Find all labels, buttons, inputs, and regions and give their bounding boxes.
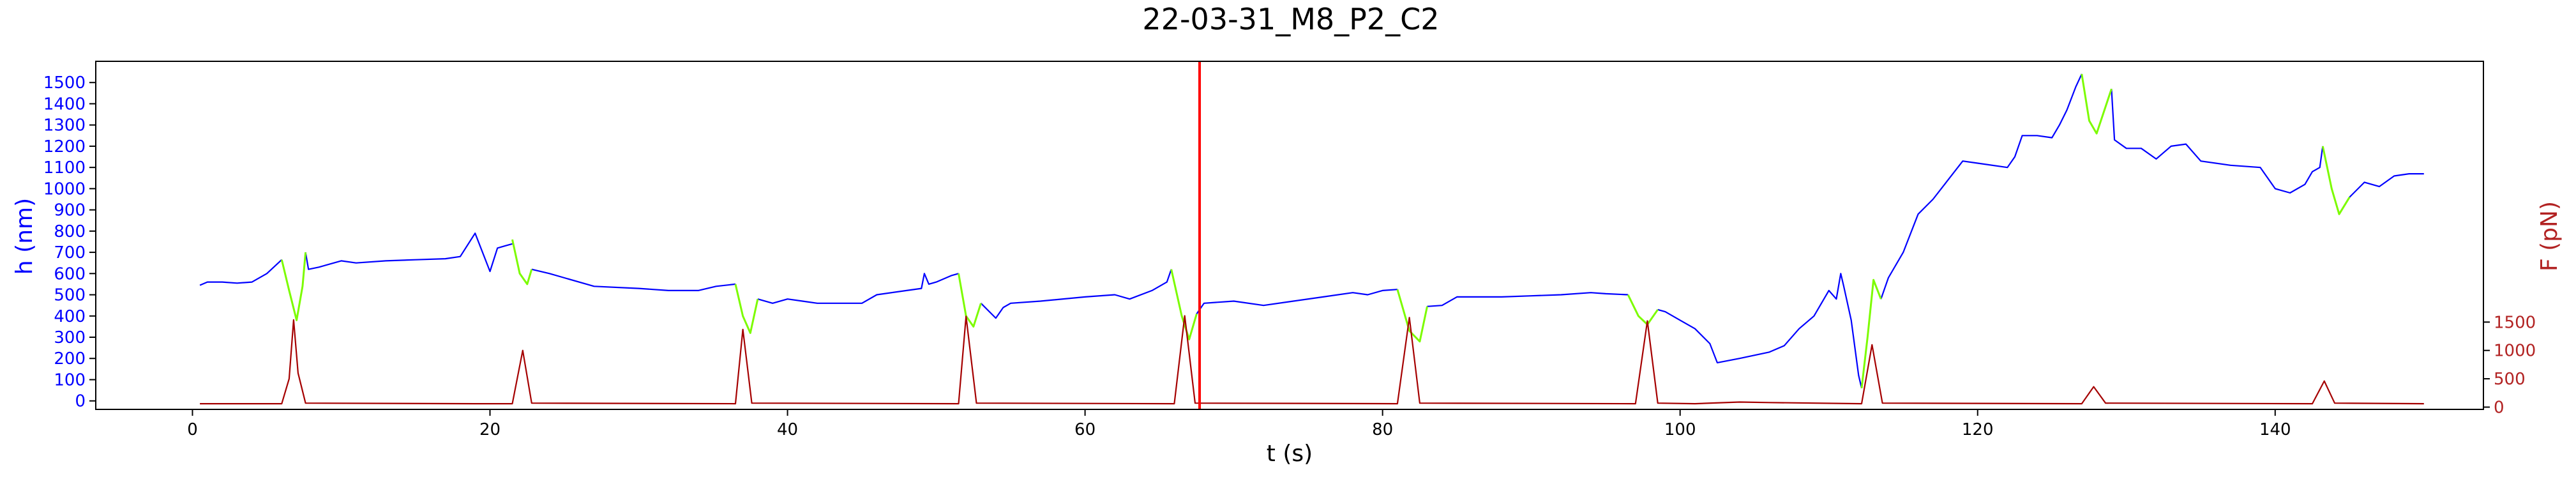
- series-h_baseline-line-5: [1196, 289, 1397, 315]
- series-h_baseline-line-4: [980, 269, 1172, 319]
- series-h_indent-line-2: [734, 284, 759, 334]
- x-tick-label-0: 0: [187, 420, 198, 439]
- y2-tick-label-500: 500: [2494, 370, 2526, 389]
- series-h_baseline-line-1: [305, 232, 513, 273]
- series-h_baseline-line-10: [2349, 173, 2424, 198]
- series-h_baseline-line-6: [1427, 292, 1629, 307]
- x-tick-label-100: 100: [1664, 420, 1696, 439]
- x-tick-label-40: 40: [777, 420, 798, 439]
- x-axis: 0 20 40 60 80 100 120 140: [187, 409, 2291, 439]
- series-h_indent-line-0: [280, 252, 307, 321]
- y-tick-label-0: 0: [75, 392, 86, 411]
- series-h_baseline-line-7: [1657, 273, 1863, 389]
- y2-tick-label-0: 0: [2494, 398, 2504, 417]
- series-h_indent-line-7: [1860, 278, 1882, 388]
- y-tick-label-1000: 1000: [43, 179, 86, 199]
- x-tick-label-20: 20: [479, 420, 501, 439]
- x-tick-label-140: 140: [2259, 420, 2291, 439]
- series-h_indent-line-6: [1627, 294, 1659, 326]
- y2-tick-label-1500: 1500: [2494, 313, 2536, 332]
- y-tick-label-1200: 1200: [43, 137, 86, 156]
- series-h_baseline-line-8: [1880, 73, 2083, 300]
- plot-area: [199, 61, 2424, 409]
- y-tick-label-700: 700: [54, 243, 86, 262]
- series-h_indent-line-5: [1396, 289, 1428, 343]
- y-tick-label-500: 500: [54, 286, 86, 305]
- x-axis-label: t (s): [1267, 441, 1313, 467]
- y2-axis-label: F (pN): [2536, 201, 2563, 271]
- series-h_indent-line-9: [2321, 146, 2351, 215]
- y-tick-label-200: 200: [54, 349, 86, 369]
- y-axis-label: h (nm): [11, 198, 38, 275]
- y-tick-label-1400: 1400: [43, 95, 86, 114]
- series-h_baseline-line-9: [2111, 89, 2324, 194]
- y-tick-label-1100: 1100: [43, 158, 86, 178]
- y-tick-label-800: 800: [54, 222, 86, 241]
- y-tick-label-300: 300: [54, 328, 86, 347]
- series-h_baseline-line-0: [199, 259, 283, 286]
- y2-tick-label-1000: 1000: [2494, 342, 2536, 361]
- y-tick-label-900: 900: [54, 201, 86, 220]
- y-tick-label-600: 600: [54, 264, 86, 284]
- series-h_indent-line-4: [1170, 269, 1198, 340]
- x-tick-label-60: 60: [1074, 420, 1096, 439]
- series-force-line-0: [200, 315, 2424, 405]
- y-tick-label-1300: 1300: [43, 116, 86, 135]
- series-h_baseline-line-3: [757, 273, 959, 304]
- y-axis-right: 0 500 1000 1500: [2483, 313, 2536, 417]
- series-h_baseline-line-2: [531, 268, 736, 291]
- y-tick-label-1500: 1500: [43, 73, 86, 93]
- x-tick-label-120: 120: [1962, 420, 1994, 439]
- y-tick-label-400: 400: [54, 307, 86, 326]
- series-h_indent-line-3: [958, 273, 982, 328]
- chart-title: 22-03-31_M8_P2_C2: [1142, 2, 1439, 36]
- plot-frame: [95, 61, 2484, 410]
- x-tick-label-80: 80: [1372, 420, 1393, 439]
- series-h_indent-line-8: [2081, 73, 2113, 135]
- series-h_indent-line-1: [511, 239, 533, 285]
- y-tick-label-100: 100: [54, 370, 86, 390]
